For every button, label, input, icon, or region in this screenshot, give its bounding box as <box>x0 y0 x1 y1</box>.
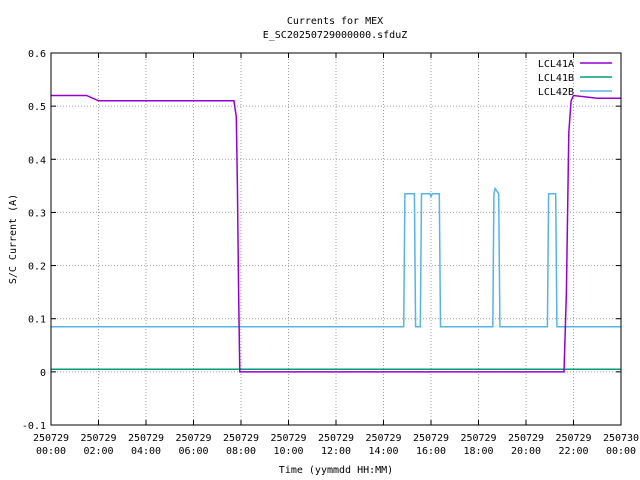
y-axis-label: S/C Current (A) <box>8 194 19 284</box>
series-layer <box>51 94 621 373</box>
x-tick-labels: 250729 00:00 250729 02:00 250729 04:00 250729 0… <box>33 433 639 457</box>
y-tick-label: -0.1 <box>22 421 46 432</box>
x-tick-label-date: 250729 <box>223 433 259 444</box>
x-tick-label-date: 250729 <box>318 433 354 444</box>
tick-marks <box>50 52 622 426</box>
x-tick-label-date: 250730 <box>603 433 639 444</box>
x-tick-label-date: 250729 <box>175 433 211 444</box>
series-line-lcl41a <box>51 94 621 373</box>
x-tick-label-time: 00:00 <box>36 446 66 457</box>
x-tick-label-time: 00:00 <box>606 446 636 457</box>
x-tick-label-time: 12:00 <box>321 446 351 457</box>
x-tick-label-date: 250729 <box>80 433 116 444</box>
x-tick-label-date: 250729 <box>128 433 164 444</box>
series-line-lcl42b <box>51 186 621 328</box>
y-tick-label: 0.1 <box>28 315 46 326</box>
x-tick-label-date: 250729 <box>365 433 401 444</box>
y-tick-label: 0.2 <box>28 262 46 273</box>
x-tick-label-time: 10:00 <box>273 446 303 457</box>
x-tick-label-time: 14:00 <box>368 446 398 457</box>
x-tick-label-date: 250729 <box>33 433 69 444</box>
x-tick-label-time: 16:00 <box>416 446 446 457</box>
x-tick-label-date: 250729 <box>555 433 591 444</box>
grid-lines <box>51 53 621 425</box>
x-axis-label: Time (yymmdd HH:MM) <box>279 465 393 476</box>
x-tick-label-time: 06:00 <box>178 446 208 457</box>
y-tick-labels: -0.1 0 0.1 0.2 0.3 0.4 0.5 0.6 <box>22 49 46 432</box>
x-tick-label-date: 250729 <box>413 433 449 444</box>
y-tick-label: 0 <box>40 368 46 379</box>
y-tick-label: 0.3 <box>28 208 46 219</box>
x-tick-label-time: 08:00 <box>226 446 256 457</box>
x-tick-label-date: 250729 <box>508 433 544 444</box>
chart-subtitle: E_SC20250729000000.sfduZ <box>263 30 408 41</box>
x-tick-label-time: 18:00 <box>463 446 493 457</box>
y-tick-label: 0.5 <box>28 102 46 113</box>
x-tick-label-date: 250729 <box>460 433 496 444</box>
x-tick-label-time: 02:00 <box>83 446 113 457</box>
y-tick-label: 0.6 <box>28 49 46 60</box>
chart-title: Currents for MEX <box>287 16 383 27</box>
x-tick-label-time: 22:00 <box>558 446 588 457</box>
legend-label: LCL41B <box>538 73 574 84</box>
x-tick-label-time: 20:00 <box>511 446 541 457</box>
y-tick-label: 0.4 <box>28 155 46 166</box>
legend-label: LCL42B <box>538 87 574 98</box>
x-tick-label-date: 250729 <box>270 433 306 444</box>
legend: LCL41A LCL41B LCL42B <box>538 59 612 98</box>
x-tick-label-time: 04:00 <box>131 446 161 457</box>
legend-label: LCL41A <box>538 59 574 70</box>
